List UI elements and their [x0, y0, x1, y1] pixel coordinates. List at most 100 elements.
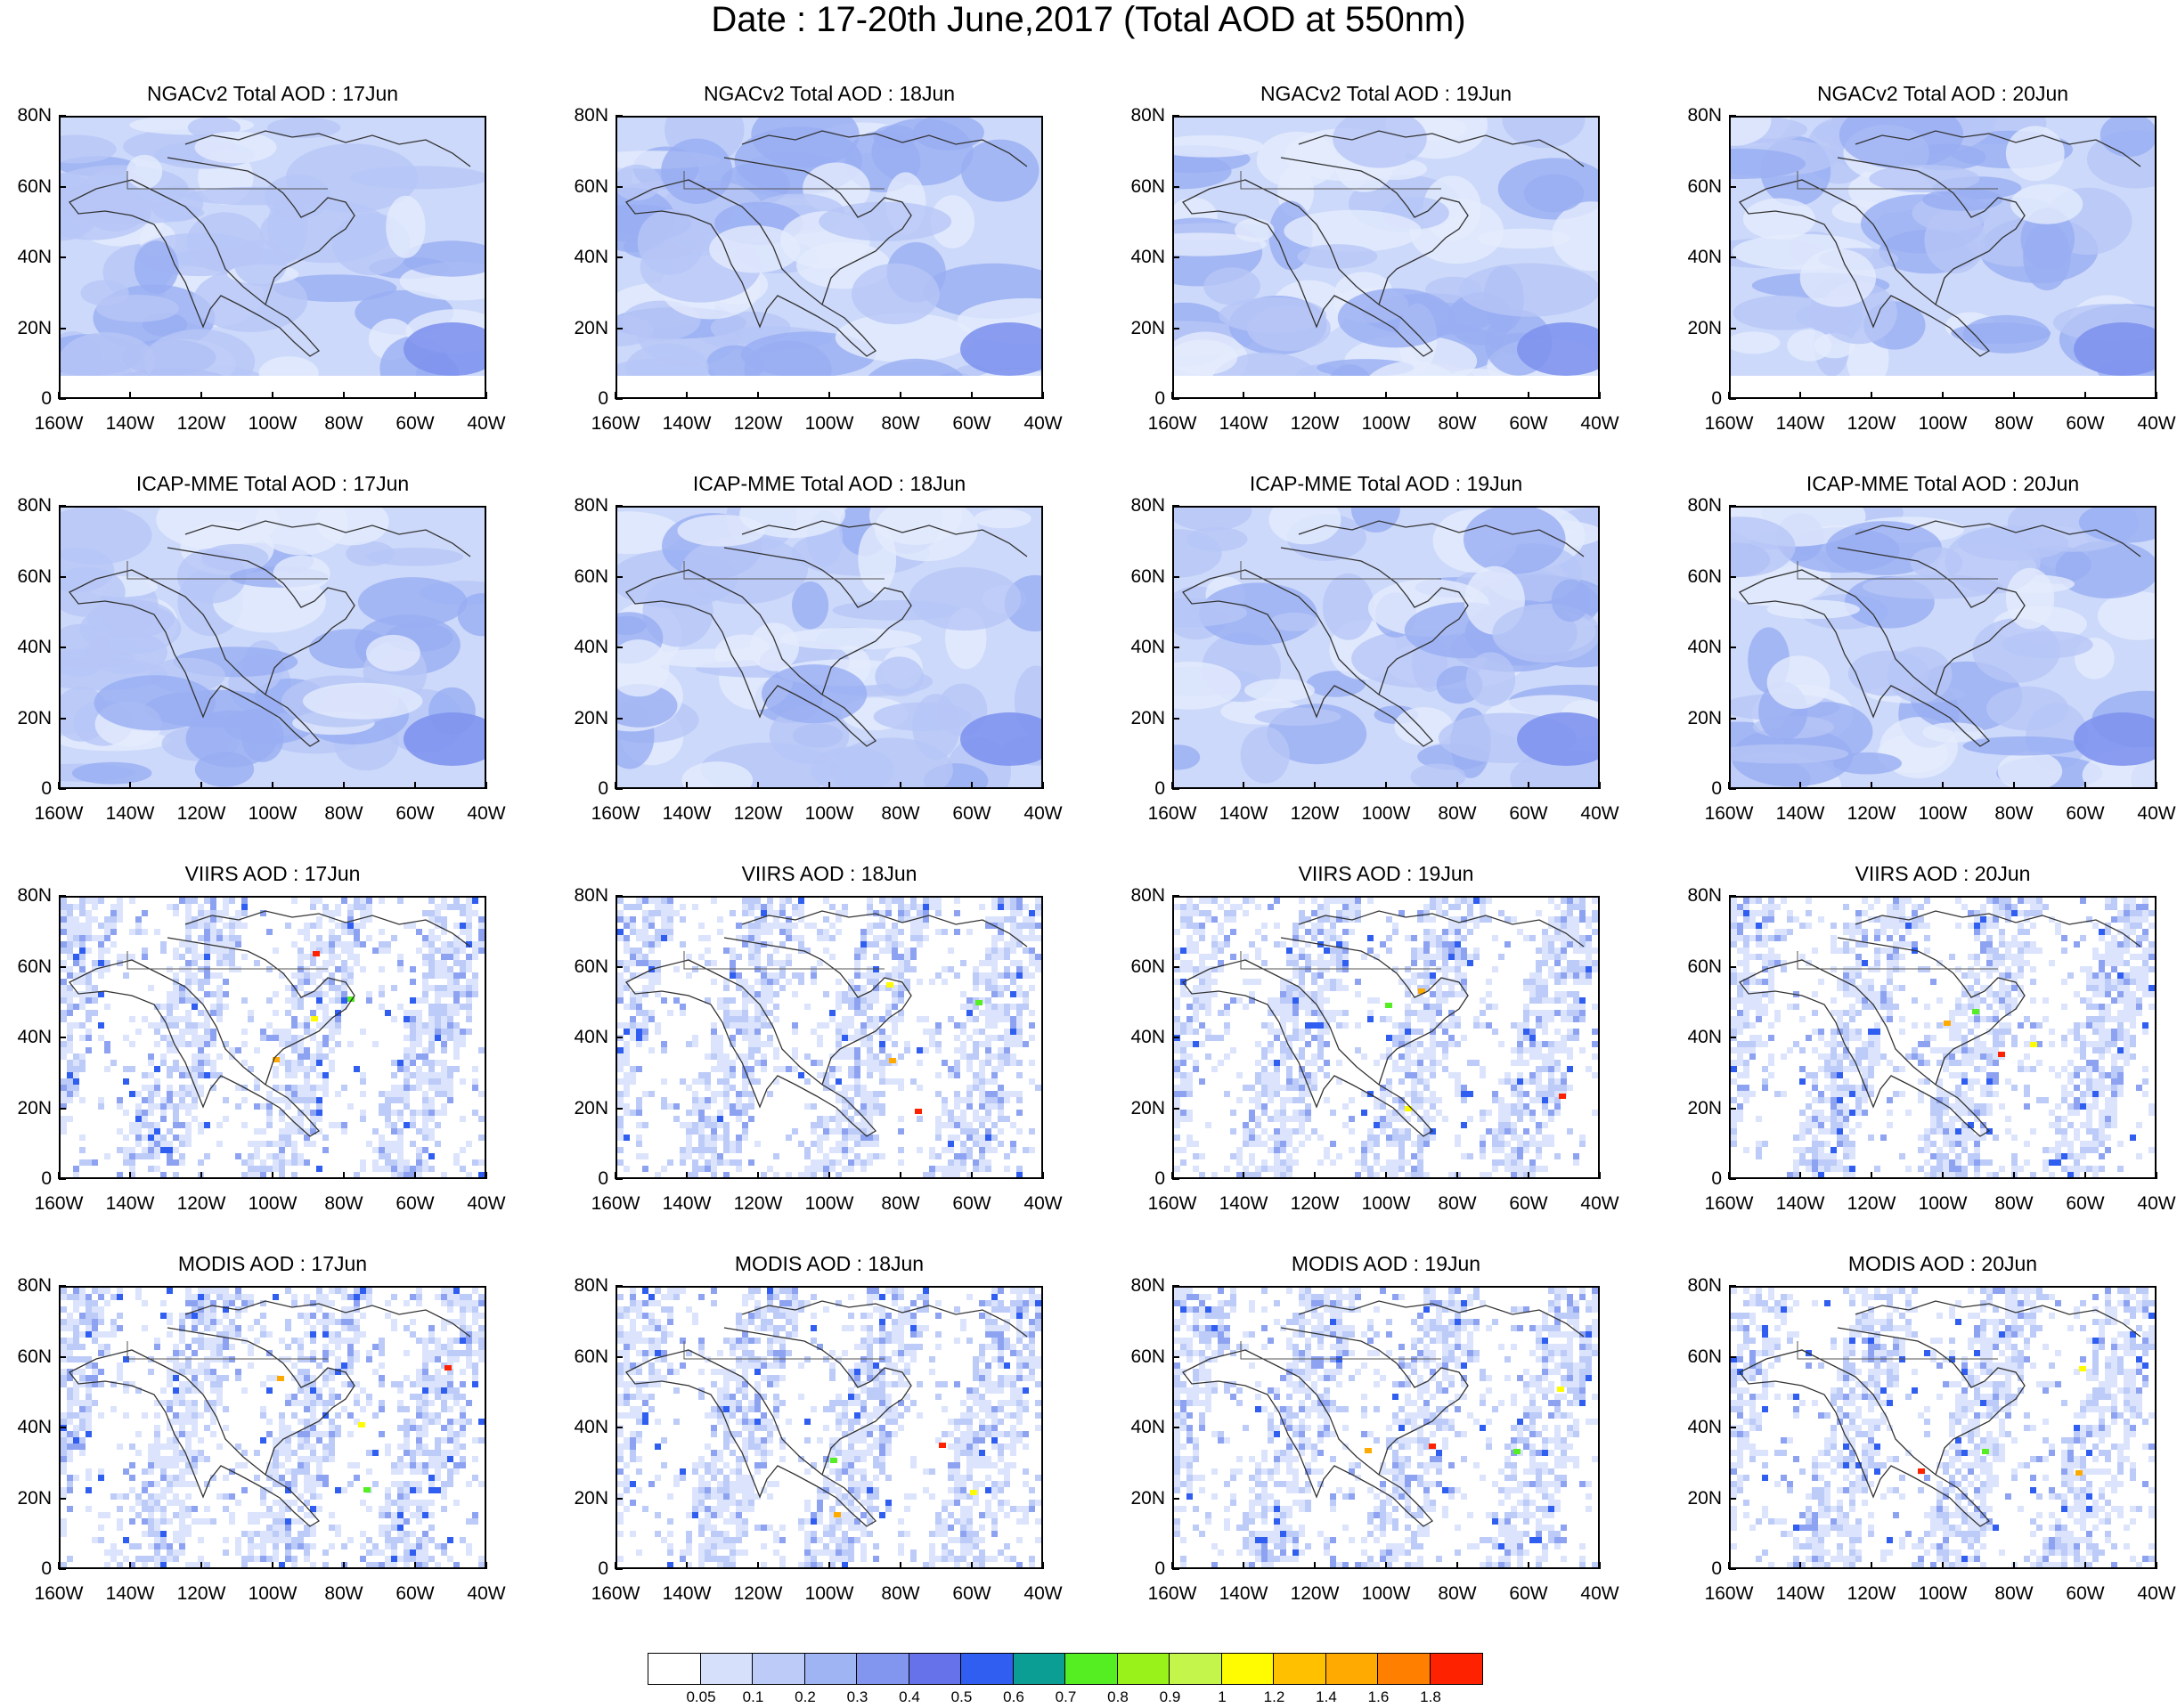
aod-plume	[404, 712, 485, 766]
lat-tick	[1729, 256, 1736, 258]
aod-pixel	[1843, 1053, 1849, 1060]
aod-pixel	[954, 1135, 960, 1141]
aod-pixel	[1243, 910, 1249, 916]
aod-pixel	[661, 1166, 667, 1172]
aod-pixel	[1398, 1141, 1405, 1147]
aod-pixel	[179, 1072, 185, 1078]
aod-pixel	[135, 1029, 142, 1035]
aod-pixel	[453, 1047, 460, 1053]
aod-pixel	[1405, 1091, 1411, 1097]
aod-pixel	[185, 1103, 192, 1110]
aod-pixel	[1180, 1022, 1186, 1029]
aod-pixel	[985, 1091, 991, 1097]
aod-pixel	[1442, 972, 1448, 979]
aod-pixel	[686, 972, 692, 979]
lon-label: 140W	[1775, 413, 1825, 434]
aod-pixel	[1330, 1159, 1336, 1166]
aod-pixel	[1417, 1159, 1423, 1166]
aod-pixel	[667, 910, 673, 916]
coastline	[1280, 157, 1469, 305]
aod-pixel	[754, 1047, 761, 1053]
aod-pixel	[917, 929, 923, 935]
lon-tick	[485, 392, 487, 399]
aod-pixel	[291, 1035, 298, 1041]
aod-pixel	[391, 1085, 397, 1091]
lat-tick	[1172, 185, 1179, 188]
aod-pixel	[254, 1172, 260, 1177]
aod-pixel	[923, 1172, 929, 1177]
aod-pixel	[1812, 1147, 1818, 1153]
aod-pixel	[1218, 929, 1224, 935]
aod-pixel	[185, 916, 192, 923]
aod-pixel	[1818, 1172, 1824, 1177]
aod-pixel	[630, 904, 636, 910]
aod-pixel	[1186, 916, 1193, 923]
aod-pixel	[854, 1060, 860, 1066]
aod-pixel	[79, 1159, 86, 1166]
aod-pixel	[279, 1141, 285, 1147]
aod-pixel	[1529, 935, 1536, 941]
aod-pixel	[198, 1072, 204, 1078]
aod-pixel	[1837, 1041, 1843, 1047]
aod-pixel	[428, 1029, 435, 1035]
lat-label: 40N	[574, 247, 608, 267]
aod-pixel	[736, 935, 742, 941]
aod-pixel	[92, 991, 98, 997]
aod-pixel	[1305, 1041, 1311, 1047]
aod-pixel	[1029, 910, 1035, 916]
aod-pixel	[192, 1029, 198, 1035]
panel-title: ICAP-MME Total AOD : 17Jun	[135, 472, 410, 495]
aod-pixel	[173, 1022, 179, 1029]
aod-pixel	[135, 1103, 142, 1110]
aod-pixel	[1349, 1128, 1355, 1135]
aod-pixel	[310, 1085, 316, 1091]
aod-pixel	[885, 948, 892, 954]
aod-pixel	[316, 997, 322, 1004]
aod-pixel	[441, 1035, 447, 1041]
aod-pixel	[954, 1159, 960, 1166]
map-area	[616, 116, 1043, 399]
aod-pixel	[1405, 1116, 1411, 1122]
aod-pixel	[192, 1116, 198, 1122]
aod-pixel	[1199, 954, 1205, 960]
aod-pixel	[1843, 1010, 1849, 1016]
aod-pixel	[154, 1128, 160, 1135]
aod-pixel	[823, 948, 829, 954]
aod-pixel	[1430, 972, 1436, 979]
aod-blob	[1465, 652, 1516, 706]
aod-pixel	[316, 916, 322, 923]
lon-label: 160W	[591, 1193, 640, 1214]
aod-pixel	[341, 1085, 347, 1091]
aod-pixel	[885, 1035, 892, 1041]
aod-pixel	[1386, 1035, 1392, 1041]
aod-pixel	[198, 1066, 204, 1072]
aod-pixel	[1517, 1159, 1523, 1166]
aod-pixel	[1405, 1041, 1411, 1047]
lat-label: 80N	[574, 495, 608, 516]
aod-pixel	[767, 972, 773, 979]
aod-pixel	[630, 1022, 636, 1029]
lon-tick	[1314, 782, 1316, 789]
aod-pixel	[1405, 1159, 1411, 1166]
aod-pixel	[736, 954, 742, 960]
aod-pixel	[1573, 948, 1579, 954]
aod-pixel	[1448, 985, 1455, 991]
aod-pixel	[686, 1147, 692, 1153]
aod-pixel	[1292, 985, 1299, 991]
aod-pixel	[754, 1141, 761, 1147]
aod-pixel	[341, 972, 347, 979]
panel-title: NGACv2 Total AOD : 17Jun	[146, 82, 399, 105]
aod-pixel	[1010, 1016, 1016, 1022]
aod-pixel	[1274, 1172, 1280, 1177]
aod-pixel	[1749, 1047, 1756, 1053]
aod-pixel	[1849, 979, 1855, 985]
aod-pixel	[942, 966, 948, 972]
aod-pixel	[823, 991, 829, 997]
aod-pixel	[478, 935, 485, 941]
aod-pixel	[1573, 904, 1579, 910]
lon-tick	[129, 782, 131, 789]
lon-tick	[129, 392, 131, 399]
aod-pixel	[1417, 997, 1423, 1004]
aod-pixel	[1554, 1097, 1561, 1103]
aod-pixel	[1411, 1029, 1417, 1035]
